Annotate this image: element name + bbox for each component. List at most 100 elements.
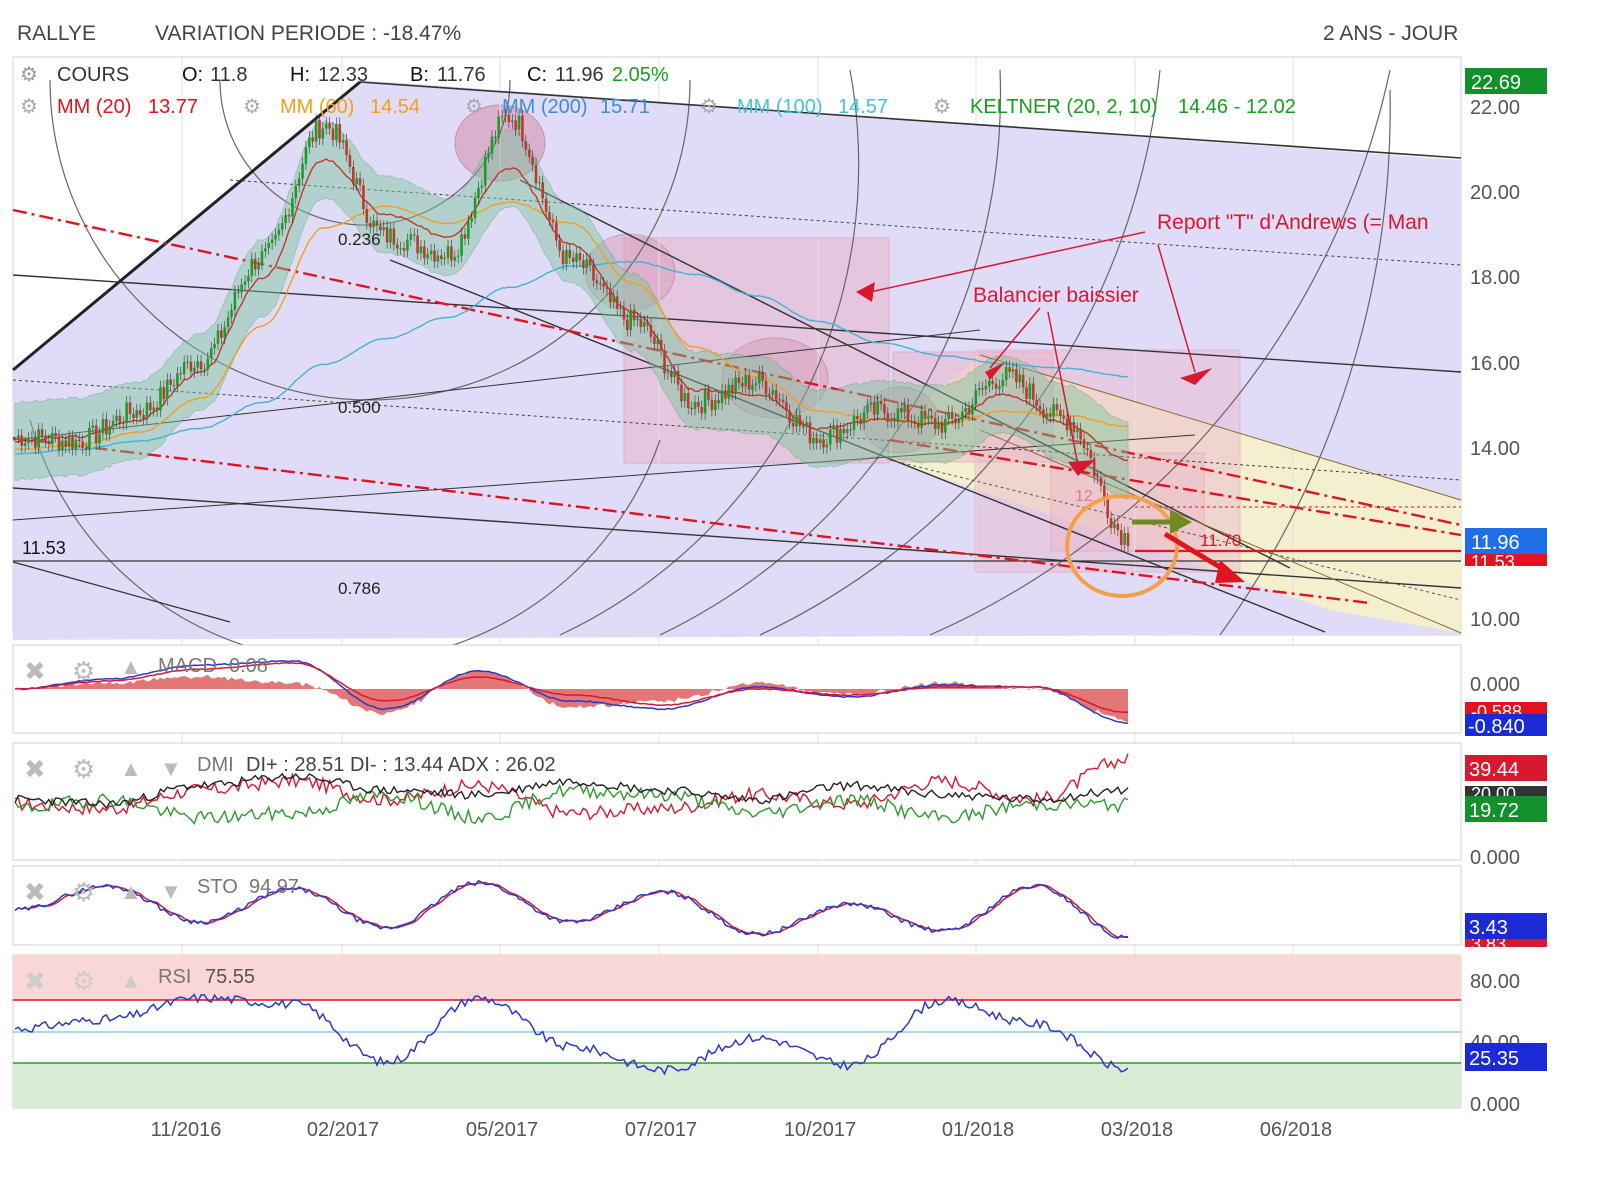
candle-body — [998, 386, 1001, 389]
keltner-gear-icon[interactable]: ⚙ — [933, 96, 951, 118]
candle-body — [236, 291, 240, 293]
candle-body — [446, 246, 450, 258]
report-annotation: Report "T" d'Andrews (= Man — [1157, 211, 1429, 234]
candle-body — [653, 336, 656, 344]
mm20-value: 13.77 — [148, 96, 198, 118]
candle-body — [419, 246, 423, 254]
rsi-gear-icon[interactable]: ⚙ — [72, 966, 95, 996]
candle-body — [318, 119, 321, 139]
candle-body — [879, 400, 883, 405]
candle-body — [152, 407, 156, 411]
candle-body — [284, 214, 287, 224]
candle-body — [1082, 439, 1086, 449]
candle-body — [812, 437, 815, 444]
timeframe-label[interactable]: 2 ANS - JOUR — [1323, 22, 1459, 45]
candle-body — [365, 209, 369, 223]
candle-body — [467, 221, 470, 239]
sto-close-icon[interactable]: ✖ — [24, 877, 46, 907]
fibonacci-arcs — [29, 69, 1391, 663]
candle-body — [856, 415, 859, 420]
candle-body — [686, 393, 690, 408]
candle-body — [165, 379, 169, 400]
rsi-badge-text: 25.35 — [1469, 1048, 1519, 1070]
candle-body — [37, 429, 40, 448]
candle-body — [1119, 530, 1123, 545]
candle-body — [883, 404, 886, 414]
fib-label-0786: 0.786 — [338, 579, 381, 598]
macd-histogram — [15, 669, 1128, 723]
candle-body — [280, 223, 284, 230]
candle-body — [135, 410, 139, 418]
candle-body — [578, 253, 582, 261]
candle-body — [852, 415, 856, 430]
candle-body — [974, 390, 978, 405]
candle-body — [805, 422, 808, 428]
mm100-gear-icon[interactable]: ⚙ — [700, 96, 718, 118]
sto-gear-icon[interactable]: ⚙ — [72, 877, 95, 907]
candle-body — [690, 407, 693, 410]
candle-body — [896, 408, 900, 422]
candle-body — [250, 258, 254, 276]
macd-gear-icon[interactable]: ⚙ — [72, 656, 95, 686]
mm200-gear-icon[interactable]: ⚙ — [465, 96, 483, 118]
candle-body — [270, 239, 274, 243]
macd-up-icon[interactable]: ▲ — [120, 654, 142, 679]
candle-body — [453, 256, 457, 261]
candle-body — [362, 185, 365, 210]
macd-close-icon[interactable]: ✖ — [24, 656, 46, 686]
candle-body — [311, 137, 315, 142]
sto-down-icon[interactable]: ▼ — [160, 879, 182, 904]
candle-body — [230, 309, 233, 318]
candle-body — [297, 178, 301, 187]
candle-body — [206, 358, 210, 370]
dmi-down-icon[interactable]: ▼ — [160, 756, 182, 781]
candle-body — [697, 401, 700, 407]
balancier-annotation: Balancier baissier — [973, 284, 1139, 307]
candle-body — [954, 418, 957, 423]
rsi-close-icon[interactable]: ✖ — [24, 966, 46, 996]
low-label: B: — [410, 64, 429, 86]
candle-body — [933, 418, 937, 429]
macd-badge — [1465, 714, 1547, 736]
candle-body — [724, 390, 727, 399]
cours-gear-icon[interactable]: ⚙ — [20, 64, 38, 86]
sto-up-icon[interactable]: ▲ — [120, 879, 142, 904]
candle-body — [707, 390, 710, 400]
open-value: 11.8 — [210, 64, 247, 86]
candle-body — [605, 286, 609, 289]
dmi-gear-icon[interactable]: ⚙ — [72, 754, 95, 784]
rsi-up-icon[interactable]: ▲ — [120, 968, 142, 993]
candle-body — [927, 415, 930, 419]
candle-body — [392, 228, 396, 245]
candle-body — [541, 182, 545, 199]
mm20-gear-icon[interactable]: ⚙ — [20, 96, 38, 118]
adx-line — [14, 772, 1129, 810]
candle-body — [490, 136, 494, 154]
dmi-close-icon[interactable]: ✖ — [24, 754, 46, 784]
period-variation: VARIATION PERIODE : -18.47% — [155, 22, 462, 45]
low-value: 11.76 — [437, 64, 486, 86]
candle-body — [984, 385, 988, 390]
candle-body — [497, 116, 501, 138]
candle-body — [44, 436, 47, 441]
high-label: H: — [290, 64, 310, 86]
y-tick: 20.00 — [1470, 182, 1520, 204]
candle-body — [301, 163, 304, 179]
candle-body — [494, 136, 497, 138]
candle-body — [1126, 533, 1130, 547]
macd-line — [14, 660, 1129, 724]
main-legend: ⚙ COURS O: 11.8 H: 12.33 B: 11.76 C: 11.… — [20, 64, 1296, 118]
candle-body — [1018, 374, 1022, 383]
candle-body — [433, 250, 436, 262]
candle-body — [345, 140, 348, 156]
candle-body — [128, 402, 132, 414]
candle-body — [507, 114, 511, 123]
candle-body — [1079, 429, 1082, 440]
candle-body — [101, 419, 105, 434]
candle-body — [1086, 448, 1089, 451]
main-panel: 0.236 0.500 0.786 11.53 Report "T" d'And… — [12, 56, 1547, 1108]
dmi-up-icon[interactable]: ▲ — [120, 756, 142, 781]
high-badge-text: 22.69 — [1471, 72, 1521, 94]
mm60-gear-icon[interactable]: ⚙ — [243, 96, 261, 118]
